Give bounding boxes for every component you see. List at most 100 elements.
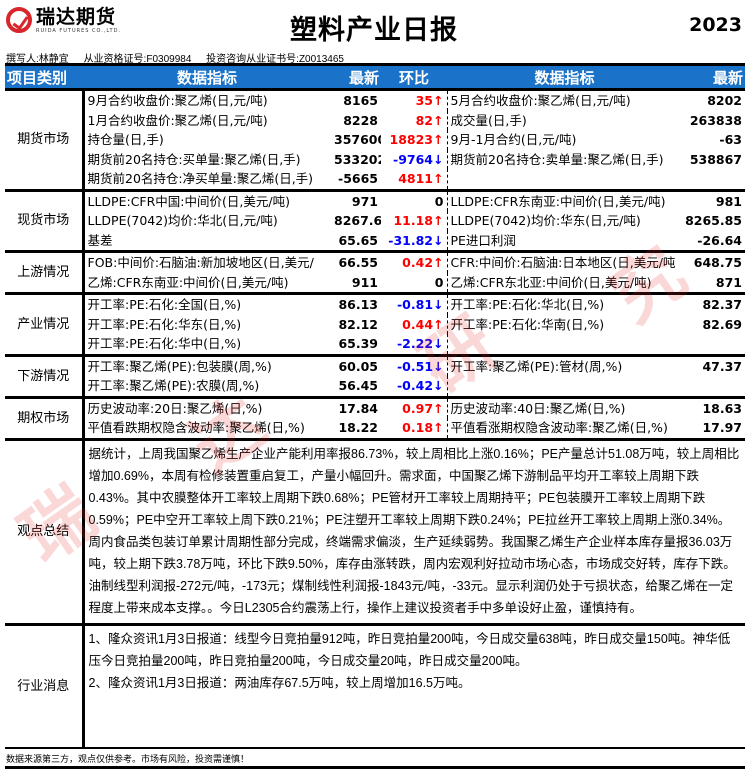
latest-value-right <box>682 376 745 397</box>
divider <box>5 747 745 749</box>
table-row: 持仓量(日,手) 357600 18823↑ 9月-1月合约(日,元/吨) -63 <box>5 130 745 150</box>
logo-subtitle: RUIDA FUTURES CO.,LTD. <box>36 28 122 34</box>
logo-name: 瑞达期货 <box>36 6 117 28</box>
latest-value: 56.45 <box>338 378 378 394</box>
indicator-label: 历史波动率:20日:聚乙烯(日,%) <box>83 395 331 418</box>
change-value: -0.42↓ <box>381 376 448 397</box>
latest-value: 60.05 <box>331 353 381 376</box>
indicator-label-right <box>447 376 682 397</box>
category-label: 期权市场 <box>5 395 85 439</box>
table-row: 开工率:PE:石化:华东(日,%) 82.12 0.44↑ 开工率:PE:石化:华南(… <box>5 314 745 334</box>
indicator-label-right: LLDPE:CFR东南亚:中间价(日,美元/吨) <box>447 188 682 211</box>
col-latest-right: 最新 <box>682 66 745 90</box>
latest-value-right: -63 <box>719 132 742 148</box>
latest-value-right: 82.37 <box>682 292 745 315</box>
indicator-label: 9月合约收盘价:聚乙烯(日,元/吨) <box>83 88 331 111</box>
change-value: 0.97↑ <box>381 395 448 418</box>
indicator-label: 平值看跌期权隐含波动率:聚乙烯(日,%) <box>87 420 305 436</box>
latest-value: 8228 <box>343 112 378 128</box>
change-value: 0 <box>381 272 448 294</box>
arrow-up-icon: ↑ <box>433 93 444 109</box>
table-row: 下游情况 开工率:聚乙烯(PE):包装膜(周,%) 60.05 -0.51↓ 开工率:聚… <box>5 353 745 397</box>
author-line: 撰写人:林静宜 从业资格证号:F0309984 投资咨询从业证书号:Z00134… <box>6 50 356 65</box>
table-row: 开工率:PE:石化:华中(日,%) 65.39 -2.22↓ <box>5 334 745 355</box>
category-label: 行业消息 <box>5 622 85 748</box>
table-row: 乙烯:CFR东南亚:中间价(日,美元/吨) 911 0 乙烯:CFR东北亚:中间价(日… <box>5 272 745 294</box>
change-value: 0 <box>381 188 448 211</box>
arrow-up-icon: ↑ <box>433 213 444 229</box>
indicator-label-right <box>447 334 682 355</box>
opinion-text: 据统计，上周我国聚乙烯生产企业产能利用率报86.73%，较上周相比上涨0.16%… <box>83 437 745 624</box>
advisory-number: 投资咨询从业证书号:Z0013465 <box>206 54 344 65</box>
change-value: 35↑ <box>381 88 448 111</box>
col-change: 环比 <box>381 66 447 90</box>
indicator-label: 基差 <box>87 232 113 248</box>
change-value: -0.81↓ <box>381 292 448 315</box>
arrow-up-icon: ↑ <box>433 316 444 332</box>
latest-value: 17.84 <box>331 395 381 418</box>
indicator-label-right: 期货前20名持仓:卖单量:聚乙烯(日,手) <box>450 151 664 167</box>
news-row: 行业消息 1、隆众资讯1月3日报道：线型今日竞拍量912吨，昨日竞拍量200吨，今… <box>5 622 745 748</box>
report-year: 2023 <box>689 14 742 36</box>
indicator-label-right <box>447 169 682 190</box>
indicator-label-right: 历史波动率:40日:聚乙烯(日,%) <box>447 395 682 418</box>
indicator-label-right: 开工率:聚乙烯(PE):管材(周,%) <box>447 353 682 376</box>
latest-value-right <box>682 169 745 190</box>
col-indicator-right: 数据指标 <box>447 66 682 90</box>
indicator-label: 开工率:聚乙烯(PE):包装膜(周,%) <box>83 353 331 376</box>
arrow-down-icon: ↓ <box>433 358 444 374</box>
indicator-label-right: 开工率:PE:石化:华北(日,%) <box>447 292 682 315</box>
latest-value: 533202 <box>334 151 381 167</box>
indicator-label: 持仓量(日,手) <box>87 132 164 148</box>
category-label: 上游情况 <box>5 250 85 294</box>
latest-value: 82.12 <box>338 316 378 332</box>
col-category: 项目类别 <box>5 66 83 90</box>
category-label: 观点总结 <box>5 437 85 624</box>
table-header: 项目类别 数据指标 最新 环比 数据指标 最新 <box>5 66 745 90</box>
latest-value: -5665 <box>338 171 378 187</box>
latest-value: 357600 <box>334 132 381 148</box>
arrow-up-icon: ↑ <box>433 400 444 416</box>
indicator-label-right: 开工率:PE:石化:华南(日,%) <box>450 316 605 332</box>
table-row: LLDPE(7042)均价:华北(日,元/吨) 8267.6511.18↑LLDP… <box>5 211 745 231</box>
indicator-label: 1月合约收盘价:聚乙烯(日,元/吨) <box>87 112 268 128</box>
indicator-label-right: 成交量(日,手) <box>450 112 527 128</box>
table-row: 产业情况 开工率:PE:石化:全国(日,%) 86.13 -0.81↓ 开工率:PE:石… <box>5 292 745 355</box>
divider <box>5 766 745 769</box>
latest-value-right: 263838 <box>689 112 742 128</box>
latest-value-right: 18.63 <box>682 395 745 418</box>
arrow-up-icon: ↑ <box>433 132 444 148</box>
disclaimer: 数据来源第三方，观点仅供参考。市场有风险，投资需谨慎！ <box>6 755 250 765</box>
indicator-label: 期货前20名持仓:净买单量:聚乙烯(日,手) <box>87 171 314 187</box>
table-row: 基差 65.65 -31.82↓ PE进口利润 -26.64 <box>5 230 745 252</box>
col-latest: 最新 <box>331 66 381 90</box>
latest-value: 18.22 <box>338 420 378 436</box>
change-value: -9764↓ <box>381 149 448 169</box>
latest-value-right <box>682 334 745 355</box>
latest-value-right: 17.97 <box>702 420 742 436</box>
table-row: 上游情况 FOB:中间价:石脑油:新加坡地区(日,美元/66.55 0.42↑ CFR… <box>5 250 745 294</box>
table-row: 期货市场 9月合约收盘价:聚乙烯(日,元/吨) 8165 35↑ 5月合约收盘价:聚乙烯… <box>5 88 745 190</box>
latest-value-right: -26.64 <box>697 232 742 248</box>
category-label: 产业情况 <box>5 292 85 355</box>
arrow-up-icon: ↑ <box>433 171 444 187</box>
news-item: 1、隆众资讯1月3日报道：线型今日竞拍量912吨，昨日竞拍量200吨，今日成交量… <box>88 631 731 668</box>
arrow-down-icon: ↓ <box>433 297 444 313</box>
arrow-down-icon: ↓ <box>433 232 444 248</box>
category-label: 期货市场 <box>5 88 85 190</box>
change-value: 0.18↑ <box>381 418 448 439</box>
indicator-label-right: PE进口利润 <box>450 232 516 248</box>
indicator-label: LLDPE:CFR中国:中间价(日,美元/吨) <box>83 188 331 211</box>
indicator-label: 乙烯:CFR东南亚:中间价(日,美元/吨) <box>87 274 289 290</box>
license-number: 从业资格证号:F0309984 <box>83 54 192 65</box>
latest-value: 66.55 <box>331 250 381 273</box>
table-row: 1月合约收盘价:聚乙烯(日,元/吨) 8228 82↑ 成交量(日,手) 263838 <box>5 110 745 130</box>
latest-value: 65.39 <box>338 336 378 352</box>
change-value: -31.82↓ <box>381 230 448 252</box>
indicator-label-right: 乙烯:CFR东北亚:中间价(日,美元/吨) <box>450 274 652 290</box>
arrow-down-icon: ↓ <box>433 151 444 167</box>
latest-value-right: 47.37 <box>682 353 745 376</box>
table-row: 开工率:聚乙烯(PE):农膜(周,%) 56.45 -0.42↓ <box>5 376 745 397</box>
indicator-label-right: LLDPE(7042)均价:华东(日,元/吨) <box>450 213 641 229</box>
arrow-down-icon: ↓ <box>433 378 444 394</box>
